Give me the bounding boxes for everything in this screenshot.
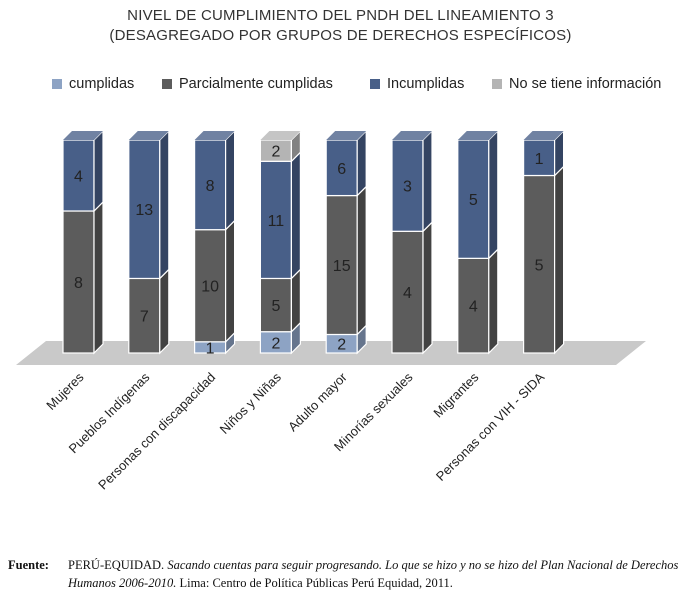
legend-swatch-cumplidas xyxy=(52,79,62,89)
bar-side-2-2 xyxy=(225,129,236,232)
bar-side-7-1 xyxy=(553,165,565,355)
data-label-6-2: 5 xyxy=(469,192,478,209)
legend-item-incumplidas: Incumplidas xyxy=(370,76,464,92)
bar-side-0-1 xyxy=(93,200,104,355)
x-tick-label: Personas con VIH - SIDA xyxy=(433,369,548,484)
bar-top-6 xyxy=(457,131,498,140)
bars-group: 8 4 7 13 1 10 8 2 5 11 2 2 15 6 4 3 4 5 5 1 xyxy=(62,129,565,357)
chart-title-line-1: NIVEL DE CUMPLIMIENTO DEL PNDH DEL LINEA… xyxy=(127,7,554,24)
data-label-7-2: 1 xyxy=(535,151,544,168)
stacked-bar-chart: 8 4 7 13 1 10 8 2 5 11 2 2 15 6 4 3 4 5 5 1 MujeresPueblos … xyxy=(16,129,646,493)
chart-title-line-2: (DESAGREGADO POR GRUPOS DE DERECHOS ESPE… xyxy=(109,27,572,44)
source-text: PERÚ-EQUIDAD. Sacando cuentas para segui… xyxy=(68,556,680,592)
bar-side-4-2 xyxy=(356,129,367,198)
source-note: Fuente: PERÚ-EQUIDAD. Sacando cuentas pa… xyxy=(8,556,680,592)
data-label-2-1: 10 xyxy=(201,279,219,296)
bar-segment-2-2 xyxy=(194,139,227,231)
bar-segment-3-1 xyxy=(259,277,292,333)
source-title: Sacando cuentas para seguir progresando.… xyxy=(68,558,679,590)
data-label-0-1: 8 xyxy=(74,275,83,292)
bar-segment-6-1 xyxy=(457,257,490,354)
bar-top-3 xyxy=(260,131,301,140)
data-label-5-1: 4 xyxy=(403,285,412,302)
bar-side-1-1 xyxy=(159,268,170,355)
x-tick-label: Niños y Niñas xyxy=(217,369,285,437)
data-label-6-1: 4 xyxy=(469,299,478,316)
data-label-1-2: 13 xyxy=(135,202,153,219)
legend-item-no-informacion: No se tiene información xyxy=(492,76,661,92)
data-label-2-2: 8 xyxy=(206,178,215,195)
bar-segment-4-2 xyxy=(325,139,358,197)
data-label-3-2: 11 xyxy=(268,213,285,230)
bar-side-5-1 xyxy=(422,220,433,355)
bar-side-6-1 xyxy=(488,247,499,355)
x-tick-label: Migrantes xyxy=(430,369,481,420)
legend-swatch-incumplidas xyxy=(370,79,380,89)
chart-legend: cumplidas Parcialmente cumplidas Incumpl… xyxy=(52,76,681,96)
bar-top-0 xyxy=(63,131,103,140)
bar-segment-4-1 xyxy=(325,194,358,336)
legend-item-parcialmente-cumplidas: Parcialmente cumplidas xyxy=(162,76,333,92)
legend-item-cumplidas: cumplidas xyxy=(52,76,134,92)
bar-top-5 xyxy=(392,131,432,140)
bar-segment-1-2 xyxy=(128,139,161,280)
data-label-1-1: 7 xyxy=(140,309,149,326)
bar-side-3-2 xyxy=(290,150,301,280)
data-label-7-1: 5 xyxy=(535,257,544,274)
bar-segment-6-2 xyxy=(457,139,490,259)
legend-label-no-informacion: No se tiene información xyxy=(509,76,662,92)
bar-segment-0-2 xyxy=(62,139,95,212)
bar-top-7 xyxy=(523,131,564,140)
data-label-4-2: 6 xyxy=(337,161,346,178)
legend-label-parcialmente-cumplidas: Parcialmente cumplidas xyxy=(179,76,333,92)
bar-side-2-1 xyxy=(225,219,236,344)
bar-top-2 xyxy=(194,131,235,140)
legend-swatch-parcialmente-cumplidas xyxy=(162,79,172,89)
legend-label-cumplidas: cumplidas xyxy=(69,76,135,92)
data-label-3-0: 2 xyxy=(271,335,280,352)
data-label-4-1: 15 xyxy=(333,258,351,275)
data-label-2-0: 1 xyxy=(206,340,215,357)
data-label-5-2: 3 xyxy=(403,179,412,196)
x-tick-label: Mujeres xyxy=(43,369,87,413)
x-tick-label: Personas con discapacidad xyxy=(95,370,218,493)
bar-segment-3-2 xyxy=(259,160,292,280)
legend-label-incumplidas: Incumplidas xyxy=(387,76,465,92)
bar-side-5-2 xyxy=(422,129,433,233)
x-tick-label: Adulto mayor xyxy=(285,369,350,434)
data-label-3-1: 5 xyxy=(271,298,280,315)
bar-side-3-1 xyxy=(290,268,301,334)
legend-swatch-no-informacion xyxy=(492,79,502,89)
bar-side-6-2 xyxy=(488,129,499,260)
data-label-4-0: 2 xyxy=(337,337,346,354)
data-label-0-2: 4 xyxy=(74,169,83,186)
bar-top-1 xyxy=(128,131,169,140)
bar-side-4-1 xyxy=(356,185,367,336)
bar-segment-7-2 xyxy=(522,139,556,177)
bar-side-1-2 xyxy=(159,129,170,280)
bar-side-0-2 xyxy=(93,129,104,213)
bar-segment-1-1 xyxy=(128,277,161,354)
chart-title: NIVEL DE CUMPLIMIENTO DEL PNDH DEL LINEA… xyxy=(0,6,681,46)
data-label-3-3: 2 xyxy=(271,144,280,161)
source-publisher: Lima: Centro de Política Públicas Perú E… xyxy=(179,576,453,590)
source-author: PERÚ-EQUIDAD. xyxy=(68,558,165,572)
bar-top-4 xyxy=(326,131,367,140)
source-label: Fuente: xyxy=(8,558,49,572)
